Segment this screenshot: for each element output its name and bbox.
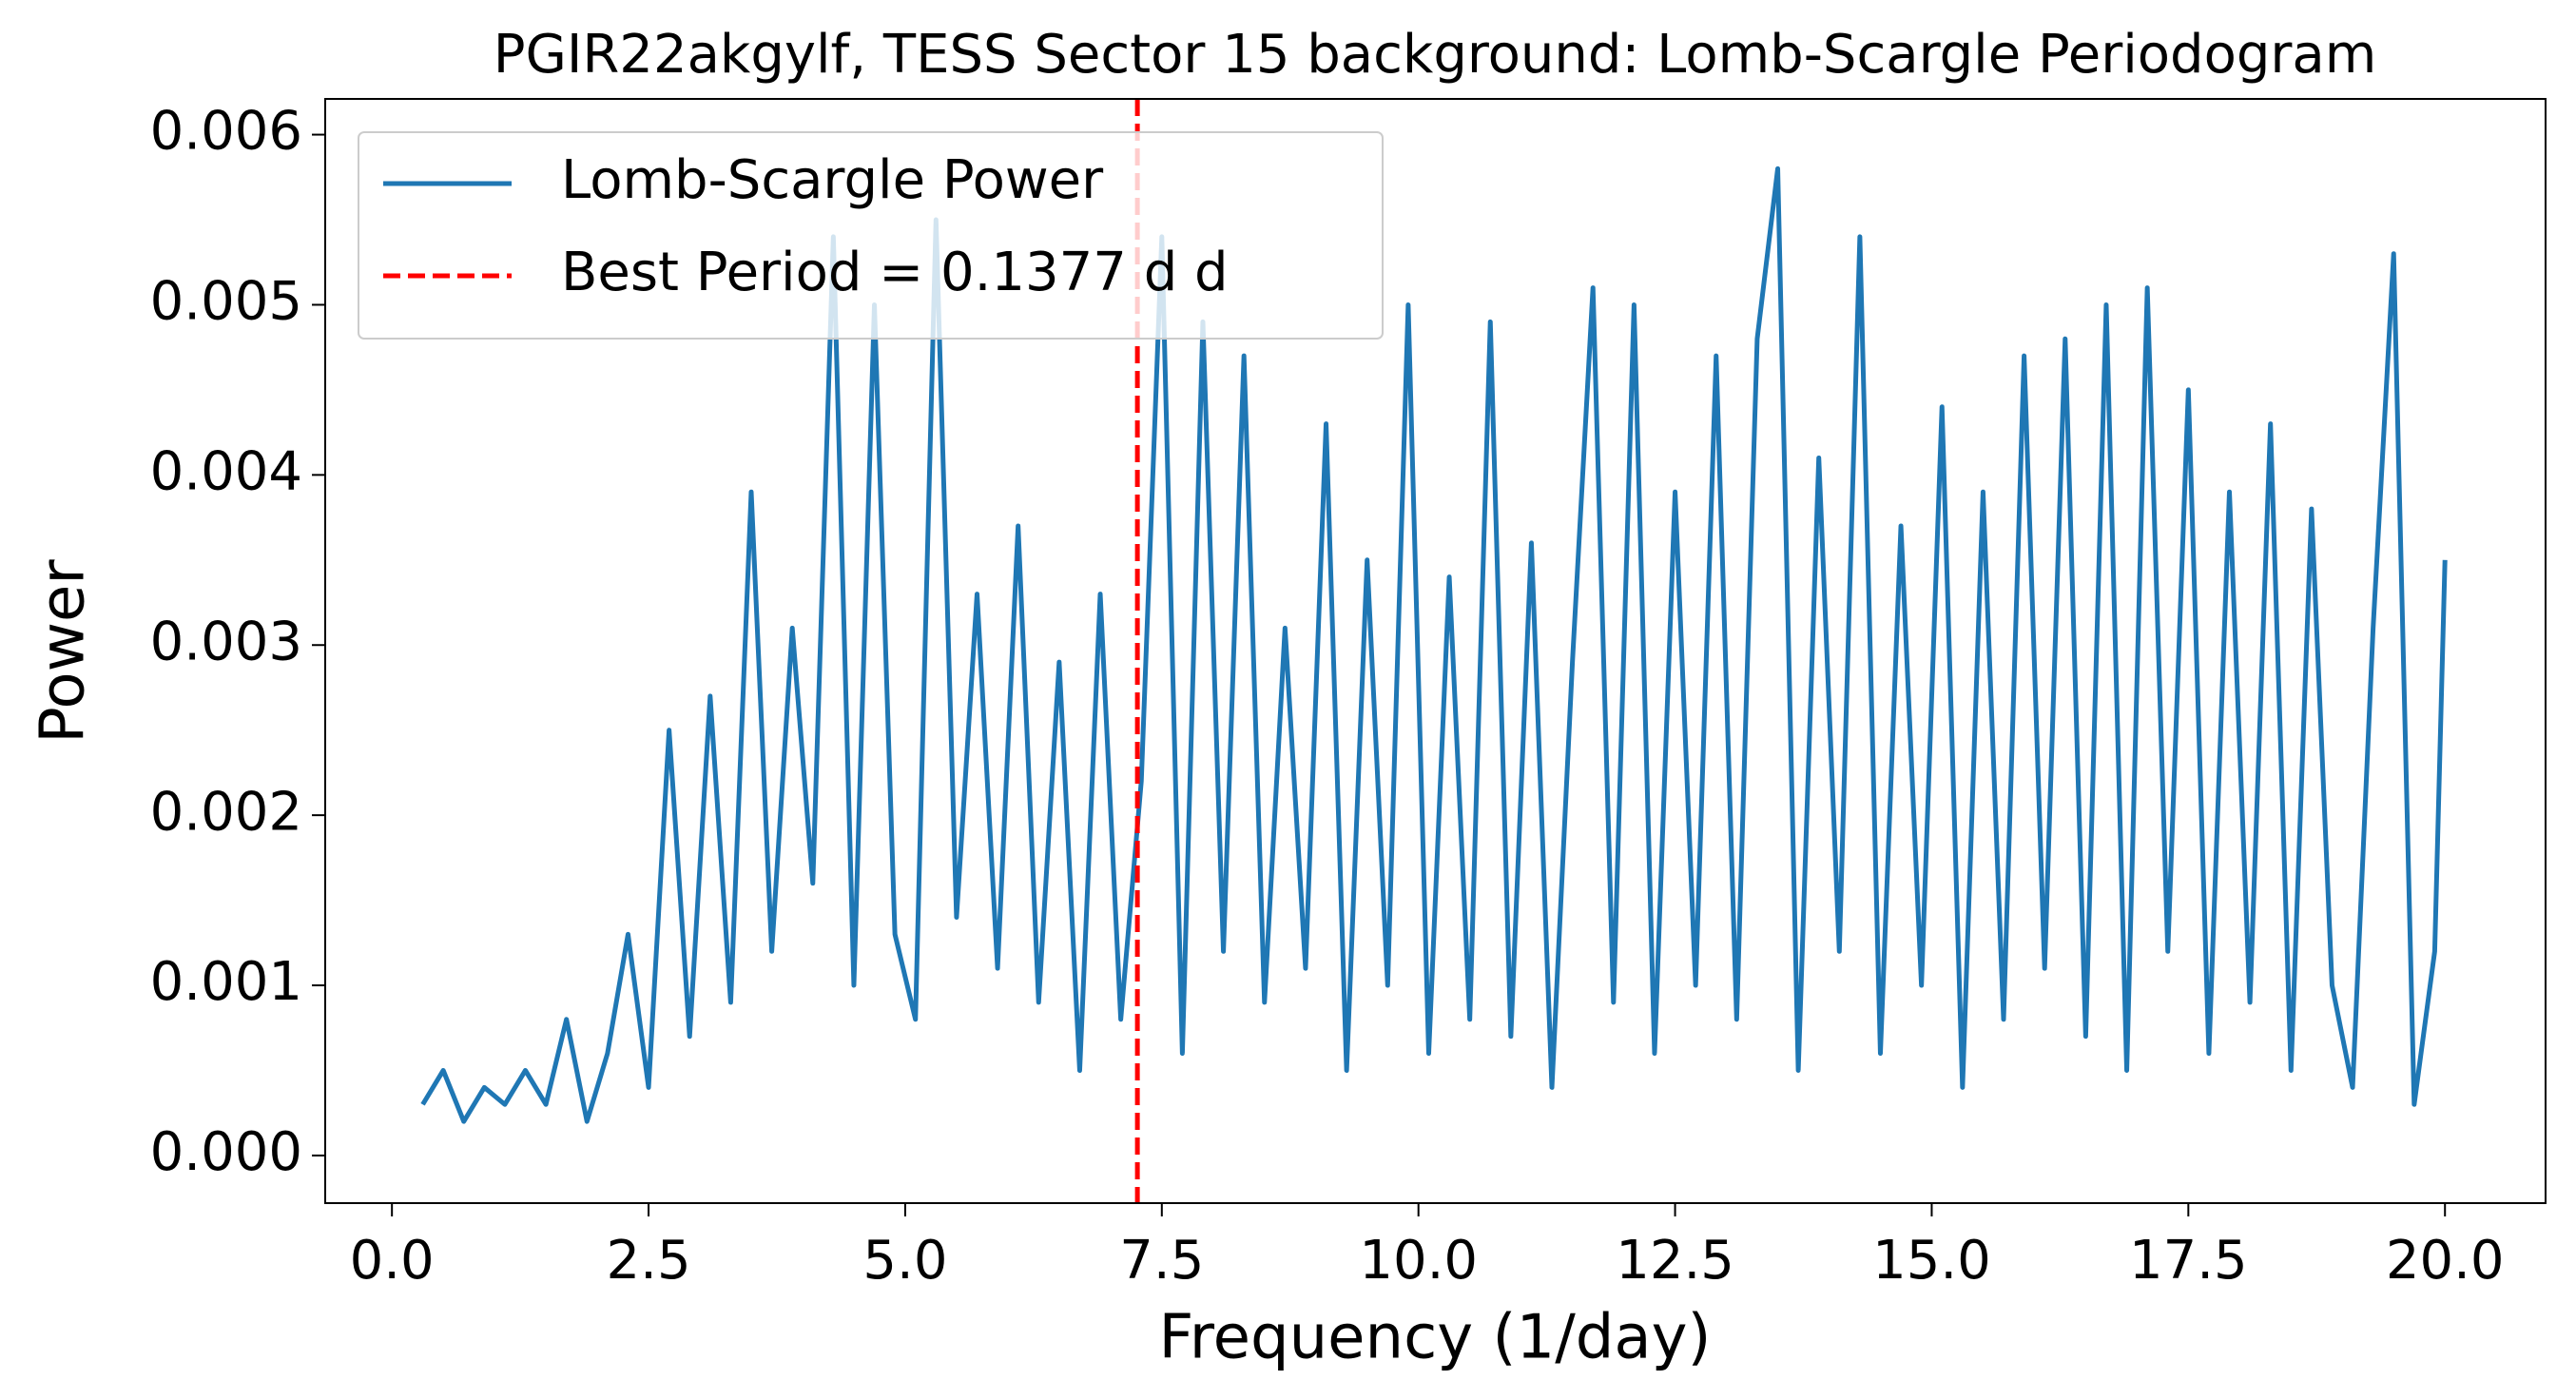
- legend-label: Lomb-Scargle Power: [561, 149, 1104, 211]
- y-axis-label: Power: [29, 559, 99, 744]
- chart-title: PGIR22akgylf, TESS Sector 15 background:…: [494, 24, 2377, 86]
- y-tick-label: 0.000: [150, 1121, 302, 1183]
- y-tick-label: 0.003: [150, 611, 302, 672]
- legend-box: [358, 131, 1384, 340]
- x-tick-label: 2.5: [607, 1230, 691, 1292]
- y-tick-label: 0.006: [150, 101, 302, 163]
- y-tick-label: 0.005: [150, 271, 302, 333]
- x-tick-label: 15.0: [1872, 1230, 1991, 1292]
- legend-label: Best Period = 0.1377 d d: [561, 242, 1229, 303]
- x-axis-label: Frequency (1/day): [1159, 1303, 1712, 1373]
- x-tick-label: 12.5: [1616, 1230, 1734, 1292]
- plot-frame: [324, 98, 2547, 1204]
- y-tick-label: 0.004: [150, 440, 302, 502]
- x-tick-label: 5.0: [862, 1230, 947, 1292]
- x-tick-label: 17.5: [2129, 1230, 2248, 1292]
- x-tick-label: 7.5: [1119, 1230, 1204, 1292]
- series-line: [420, 165, 2448, 1124]
- y-tick-label: 0.001: [150, 951, 302, 1013]
- x-tick-label: 10.0: [1359, 1230, 1478, 1292]
- y-tick-label: 0.002: [150, 781, 302, 843]
- x-tick-label: 20.0: [2386, 1230, 2505, 1292]
- x-tick-label: 0.0: [350, 1230, 435, 1292]
